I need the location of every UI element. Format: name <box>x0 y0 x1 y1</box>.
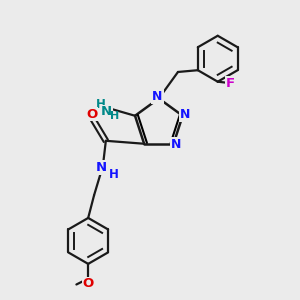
Text: H: H <box>109 168 119 181</box>
Text: O: O <box>86 107 98 121</box>
Text: H: H <box>110 111 119 121</box>
Text: N: N <box>171 138 181 151</box>
Text: N: N <box>180 108 190 121</box>
Text: H: H <box>96 98 106 111</box>
Text: F: F <box>226 77 235 90</box>
Text: N: N <box>101 105 112 119</box>
Text: O: O <box>82 278 94 290</box>
Text: N: N <box>152 91 163 103</box>
Text: N: N <box>96 161 107 174</box>
